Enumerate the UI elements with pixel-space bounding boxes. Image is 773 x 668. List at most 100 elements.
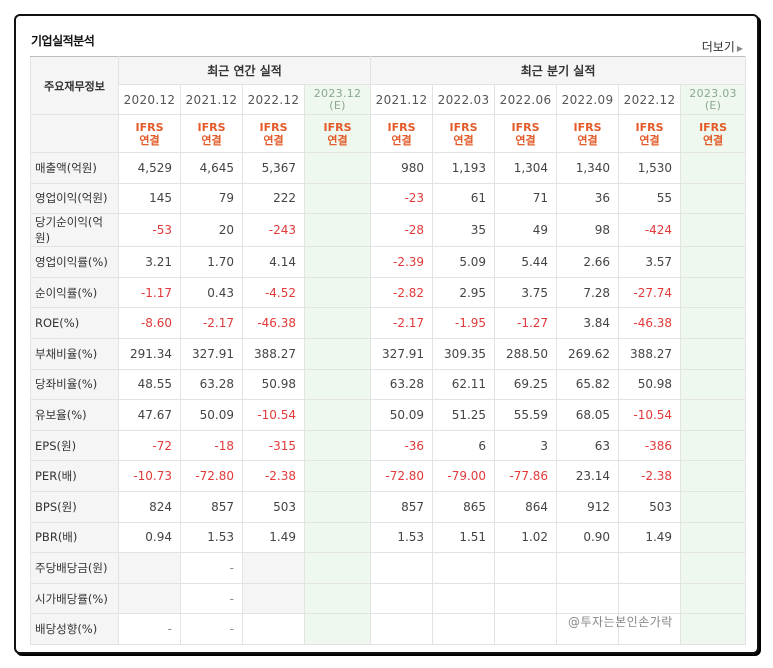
table-cell [242, 613, 305, 645]
table-cell [303, 490, 372, 523]
table-cell: 5,367 [242, 152, 305, 184]
table-cell: -2.17 [180, 307, 243, 339]
table-cell: 2.95 [432, 276, 496, 309]
table-cell [370, 582, 434, 615]
table-cell: -46.38 [618, 307, 682, 339]
table-cell: - [180, 552, 243, 584]
table-cell [680, 490, 747, 523]
table-cell: 3.84 [556, 307, 620, 339]
table-cell: -243 [242, 213, 305, 248]
table-row: PER(배) -10.73 -72.80 -2.38 -72.80 -79.00 -77.8… [30, 460, 747, 492]
table-cell [118, 582, 181, 615]
table-cell [303, 613, 372, 645]
table-cell: 388.27 [618, 337, 682, 370]
table-cell: -72.80 [370, 460, 434, 492]
period-header: 2022.12 [242, 84, 305, 115]
table-cell: 0.43 [180, 276, 243, 309]
table-cell: -36 [370, 429, 434, 462]
period-header: 2023.12 (E) [303, 84, 372, 115]
table-cell: 6 [432, 429, 496, 462]
row-label: BPS(원) [30, 490, 119, 523]
table-cell: 23.14 [556, 460, 620, 492]
table-cell [370, 613, 434, 645]
table-cell [303, 368, 372, 401]
table-cell [680, 307, 747, 339]
table-cell: 5.09 [432, 246, 496, 278]
table-cell: -10.73 [118, 460, 181, 492]
period-label: 2022.06 [499, 92, 552, 107]
period-label: 2021.12 [185, 92, 238, 107]
ifrs-label: IFRS [323, 120, 352, 134]
period-header: 2022.06 [494, 84, 558, 115]
table-cell: 5.44 [494, 246, 558, 278]
table-cell: -315 [242, 429, 305, 462]
table-cell: 65.82 [556, 368, 620, 401]
watermark: @투자는본인손가락 [568, 615, 673, 629]
table-cell: 288.50 [494, 337, 558, 370]
annual-group-header: 최근 연간 실적 [117, 56, 372, 85]
table-cell [680, 337, 747, 370]
table-cell: -27.74 [618, 276, 682, 309]
table-cell: -72.80 [180, 460, 243, 492]
table-cell: -28 [370, 213, 434, 248]
consolidated-label: 연결 [453, 133, 474, 147]
table-cell: 3.57 [618, 246, 682, 278]
table-cell: -77.86 [494, 460, 558, 492]
table-cell: 98 [556, 213, 620, 248]
period-header: 2020.12 [118, 84, 181, 115]
table-cell: 912 [556, 490, 620, 523]
period-label: 2022.12 [247, 92, 300, 107]
table-cell: -10.54 [242, 399, 305, 431]
table-cell: 865 [432, 490, 496, 523]
table-row: BPS(원) 824 857 503 857 865 864 912 503 [30, 490, 747, 523]
table-cell [303, 552, 372, 584]
table-row: 영업이익(억원) 145 79 222 -23 61 71 36 55 [30, 182, 747, 215]
financial-table: 주요재무정보 최근 연간 실적 최근 분기 실적 2020.12 2021.12 2… [30, 56, 747, 645]
table-cell: 49 [494, 213, 558, 248]
table-cell: 47.67 [118, 399, 181, 431]
table-cell: 1.51 [432, 521, 496, 554]
table-cell [303, 276, 372, 309]
table-cell [303, 307, 372, 339]
table-cell: -53 [118, 213, 181, 248]
table-cell [494, 582, 558, 615]
table-cell: 7.28 [556, 276, 620, 309]
row-label: 영업이익률(%) [30, 246, 119, 278]
table-cell: -72 [118, 429, 181, 462]
consolidated-label: 연결 [515, 133, 536, 147]
table-cell: 824 [118, 490, 181, 523]
more-link[interactable]: 더보기 ▶ [702, 38, 743, 55]
table-cell: -386 [618, 429, 682, 462]
table-cell: -424 [618, 213, 682, 248]
row-label: 당기순이익(억원) [30, 213, 119, 248]
table-cell: 388.27 [242, 337, 305, 370]
table-row: 배당성향(%) - - [30, 613, 747, 645]
ifrs-label: IFRS [259, 120, 288, 134]
table-cell: 50.09 [370, 399, 434, 431]
table-cell: -2.38 [242, 460, 305, 492]
table-cell: 1,193 [432, 152, 496, 184]
table-row: PBR(배) 0.94 1.53 1.49 1.53 1.51 1.02 0.90 1.49 [30, 521, 747, 554]
table-cell: -79.00 [432, 460, 496, 492]
table-cell [432, 552, 496, 584]
table-cell [680, 213, 747, 248]
table-cell [618, 582, 682, 615]
table-cell [242, 552, 305, 584]
table-cell: - [180, 582, 243, 615]
table-row: 유보율(%) 47.67 50.09 -10.54 50.09 51.25 55.59 68.… [30, 399, 747, 431]
table-cell: 63.28 [180, 368, 243, 401]
row-label: EPS(원) [30, 429, 119, 462]
table-cell: 1,304 [494, 152, 558, 184]
table-cell [494, 552, 558, 584]
table-cell: 145 [118, 182, 181, 215]
table-cell [680, 182, 747, 215]
table-cell [303, 582, 372, 615]
row-label: ROE(%) [30, 307, 119, 339]
table-cell: 48.55 [118, 368, 181, 401]
table-cell: 51.25 [432, 399, 496, 431]
table-cell [556, 552, 620, 584]
ifrs-badge: IFRS 연결 [556, 114, 620, 153]
table-cell: -2.38 [618, 460, 682, 492]
table-cell: 69.25 [494, 368, 558, 401]
table-cell [303, 399, 372, 431]
